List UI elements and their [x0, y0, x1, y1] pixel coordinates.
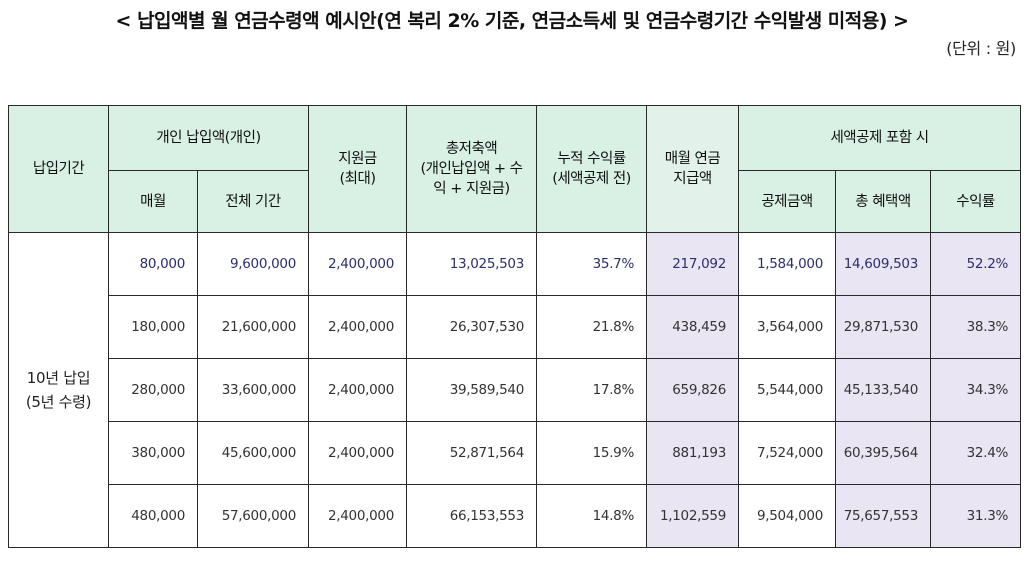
cell-subsidy: 2,400,000 [308, 295, 407, 359]
header-monthly: 매월 [108, 170, 198, 233]
cell-deduction: 7,524,000 [738, 421, 836, 485]
cell-total: 57,600,000 [197, 484, 309, 548]
cell-return-rate: 52.2% [929, 232, 1022, 296]
header-cum-return-line1: 누적 수익률 [557, 151, 626, 167]
cell-total: 33,600,000 [197, 358, 309, 422]
cell-monthly-pension: 217,092 [646, 232, 739, 296]
cell-monthly-pension: 1,102,559 [646, 484, 739, 548]
cell-monthly: 180,000 [108, 295, 198, 359]
cell-monthly: 280,000 [108, 358, 198, 422]
pension-table: 납입기간 개인 납입액(개인) 지원금 (최대) 총저축액 (개인납입액 + 수… [8, 105, 1022, 548]
header-total-benefit: 총 혜택액 [835, 170, 931, 233]
cell-deduction: 3,564,000 [738, 295, 836, 359]
header-cum-return-line2: (세액공제 전) [552, 171, 631, 187]
period-cell: 10년 납입 (5년 수령) [8, 232, 109, 548]
cell-return-rate: 38.3% [929, 295, 1022, 359]
cell-cum-return: 15.9% [536, 421, 647, 485]
header-monthly-pension-line1: 매월 연금 [664, 151, 721, 167]
cell-total-savings: 26,307,530 [406, 295, 537, 359]
header-subsidy-line2: (최대) [339, 171, 377, 187]
period-line1: 10년 납입 [26, 369, 91, 387]
cell-monthly: 80,000 [108, 232, 198, 296]
cell-monthly-pension: 438,459 [646, 295, 739, 359]
cell-total-benefit: 45,133,540 [835, 358, 931, 422]
cell-monthly-pension: 659,826 [646, 358, 739, 422]
table-row: 180,000 21,600,000 2,400,000 26,307,530 … [9, 295, 1022, 359]
cell-subsidy: 2,400,000 [308, 421, 407, 485]
cell-total-savings: 52,871,564 [406, 421, 537, 485]
cell-subsidy: 2,400,000 [308, 232, 407, 296]
table-row: 380,000 45,600,000 2,400,000 52,871,564 … [9, 421, 1022, 485]
document-title: < 납입액별 월 연금수령액 예시안(연 복리 2% 기준, 연금소득세 및 연… [115, 10, 909, 32]
cell-subsidy: 2,400,000 [308, 358, 407, 422]
table-row: 280,000 33,600,000 2,400,000 39,589,540 … [9, 358, 1022, 422]
cell-total: 21,600,000 [197, 295, 309, 359]
header-total-period: 전체 기간 [197, 170, 309, 233]
header-tax-credit-group: 세액공제 포함 시 [737, 105, 1022, 171]
cell-total-benefit: 60,395,564 [835, 421, 931, 485]
cell-subsidy: 2,400,000 [308, 484, 407, 548]
cell-return-rate: 31.3% [929, 484, 1022, 548]
header-total-savings-line3: 익 + 지원금) [433, 181, 510, 197]
cell-cum-return: 21.8% [536, 295, 647, 359]
cell-deduction: 1,584,000 [738, 232, 836, 296]
cell-cum-return: 35.7% [536, 232, 647, 296]
header-total-savings: 총저축액 (개인납입액 + 수 익 + 지원금) [406, 105, 537, 233]
cell-total-savings: 66,153,553 [406, 484, 537, 548]
unit-note: (단위 : 원) [946, 39, 1016, 58]
table-row: 480,000 57,600,000 2,400,000 66,153,553 … [9, 484, 1022, 548]
cell-monthly: 380,000 [108, 421, 198, 485]
cell-monthly: 480,000 [108, 484, 198, 548]
header-deduction-amount: 공제금액 [738, 170, 836, 233]
cell-cum-return: 14.8% [536, 484, 647, 548]
header-total-savings-line2: (개인납입액 + 수 [420, 161, 523, 177]
cell-total: 45,600,000 [197, 421, 309, 485]
cell-total-benefit: 75,657,553 [835, 484, 931, 548]
table-row: 10년 납입 (5년 수령) 80,000 9,600,000 2,400,00… [8, 232, 1022, 548]
header-total-savings-line1: 총저축액 [445, 141, 498, 157]
cell-total: 9,600,000 [197, 232, 309, 296]
cell-total-benefit: 14,609,503 [835, 232, 931, 296]
cell-return-rate: 34.3% [929, 358, 1022, 422]
cell-cum-return: 17.8% [536, 358, 647, 422]
header-subsidy-line1: 지원금 [338, 151, 377, 167]
header-period: 납입기간 [8, 105, 109, 233]
cell-deduction: 5,544,000 [738, 358, 836, 422]
cell-total-benefit: 29,871,530 [835, 295, 931, 359]
cell-total-savings: 39,589,540 [406, 358, 537, 422]
header-subsidy: 지원금 (최대) [308, 105, 407, 233]
header-personal-group: 개인 납입액(개인) [108, 105, 309, 171]
header-return-rate: 수익률 [929, 170, 1022, 233]
cell-deduction: 9,504,000 [738, 484, 836, 548]
period-line2: (5년 수령) [25, 393, 92, 411]
cell-total-savings: 13,025,503 [406, 232, 537, 296]
header-cum-return: 누적 수익률 (세액공제 전) [536, 105, 647, 233]
cell-return-rate: 32.4% [929, 421, 1022, 485]
header-monthly-pension-line2: 지급액 [673, 171, 712, 187]
header-monthly-pension: 매월 연금 지급액 [646, 105, 739, 233]
cell-monthly-pension: 881,193 [646, 421, 739, 485]
